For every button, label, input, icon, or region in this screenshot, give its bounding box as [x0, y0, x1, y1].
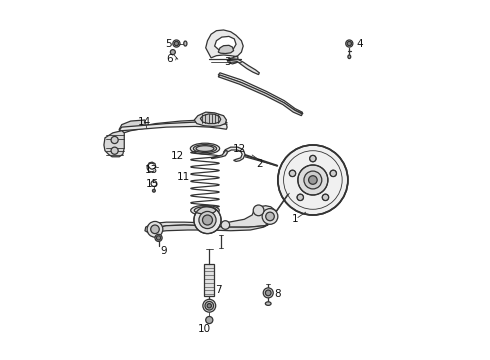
Polygon shape [104, 131, 124, 157]
Text: 9: 9 [160, 246, 167, 256]
Polygon shape [194, 112, 226, 126]
Circle shape [194, 206, 221, 234]
Circle shape [263, 288, 273, 298]
Circle shape [310, 156, 316, 162]
Circle shape [205, 301, 214, 310]
Circle shape [309, 176, 317, 184]
Circle shape [111, 147, 118, 154]
Circle shape [202, 215, 213, 225]
Circle shape [298, 165, 328, 195]
Text: 10: 10 [197, 324, 211, 334]
Circle shape [155, 234, 162, 242]
Ellipse shape [194, 207, 216, 214]
Polygon shape [200, 114, 220, 123]
Polygon shape [218, 45, 234, 54]
Circle shape [266, 290, 271, 296]
Polygon shape [218, 75, 302, 116]
Circle shape [347, 41, 351, 46]
Text: 11: 11 [177, 172, 190, 182]
Ellipse shape [266, 302, 271, 305]
Polygon shape [206, 30, 243, 64]
Circle shape [199, 211, 216, 229]
Circle shape [203, 299, 216, 312]
Text: 3: 3 [224, 57, 230, 67]
Text: 12: 12 [233, 144, 246, 154]
Circle shape [278, 145, 348, 215]
Circle shape [304, 171, 322, 189]
Circle shape [346, 40, 353, 47]
Polygon shape [223, 147, 245, 161]
Polygon shape [145, 206, 277, 233]
Text: 8: 8 [274, 289, 280, 298]
Circle shape [111, 136, 118, 144]
Circle shape [221, 221, 230, 229]
Circle shape [262, 208, 278, 224]
Text: 12: 12 [171, 151, 184, 161]
Text: 15: 15 [146, 179, 159, 189]
Circle shape [174, 41, 178, 46]
Circle shape [289, 170, 295, 177]
Circle shape [206, 316, 213, 324]
Ellipse shape [190, 143, 220, 154]
Circle shape [151, 225, 159, 234]
Ellipse shape [348, 55, 351, 59]
Circle shape [207, 303, 211, 308]
Polygon shape [119, 122, 227, 131]
Circle shape [253, 205, 264, 216]
Circle shape [173, 40, 180, 47]
Circle shape [171, 50, 175, 55]
Polygon shape [215, 36, 236, 51]
Ellipse shape [184, 41, 187, 46]
Circle shape [266, 212, 274, 221]
Text: 14: 14 [138, 117, 151, 127]
Circle shape [147, 221, 163, 237]
Text: 5: 5 [165, 39, 172, 49]
Polygon shape [120, 120, 226, 134]
Circle shape [322, 194, 329, 201]
Text: 6: 6 [167, 54, 173, 64]
Polygon shape [218, 73, 303, 114]
Text: 1: 1 [292, 214, 298, 224]
Polygon shape [211, 151, 227, 158]
Ellipse shape [191, 205, 220, 215]
Text: 7: 7 [215, 285, 221, 295]
Polygon shape [119, 120, 145, 134]
Circle shape [152, 189, 155, 192]
Ellipse shape [194, 145, 217, 153]
Circle shape [297, 194, 303, 201]
Circle shape [330, 170, 337, 177]
Polygon shape [148, 222, 273, 233]
Circle shape [156, 236, 161, 240]
Polygon shape [204, 264, 214, 296]
Polygon shape [229, 59, 259, 75]
Text: 13: 13 [145, 165, 158, 175]
Text: 2: 2 [256, 159, 263, 169]
Text: 4: 4 [356, 39, 363, 49]
